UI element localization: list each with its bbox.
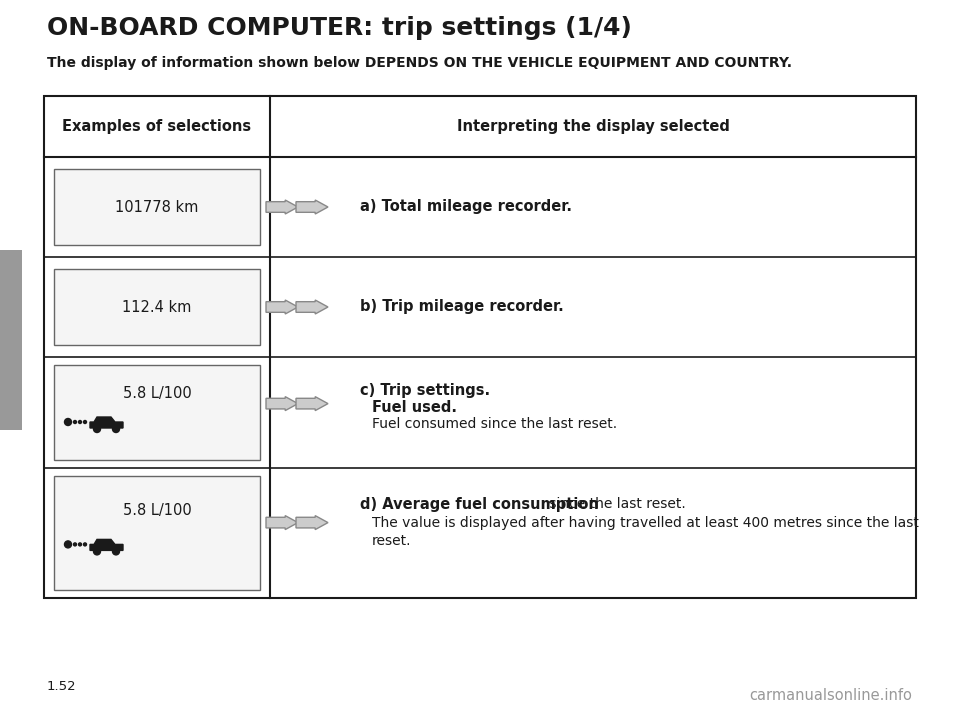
Circle shape (112, 425, 119, 432)
Text: reset.: reset. (372, 535, 412, 548)
Bar (54, 269, 260, 345)
Text: 1.52: 1.52 (47, 679, 77, 692)
Text: The value is displayed after having travelled at least 400 metres since the last: The value is displayed after having trav… (372, 516, 919, 530)
Text: 5.8 L/100: 5.8 L/100 (123, 503, 191, 518)
Text: c) Trip settings.: c) Trip settings. (360, 383, 491, 398)
Bar (54, 365, 260, 460)
Text: ON-BOARD COMPUTER: trip settings (1/4): ON-BOARD COMPUTER: trip settings (1/4) (47, 16, 632, 40)
Text: 112.4 km: 112.4 km (122, 300, 192, 315)
Polygon shape (266, 397, 298, 410)
Circle shape (79, 420, 82, 423)
Text: Interpreting the display selected: Interpreting the display selected (457, 119, 730, 134)
Bar (54, 476, 260, 590)
Text: Fuel consumed since the last reset.: Fuel consumed since the last reset. (372, 417, 617, 431)
Polygon shape (296, 397, 328, 410)
Text: The display of information shown below DEPENDS ON THE VEHICLE EQUIPMENT AND COUN: The display of information shown below D… (47, 56, 792, 70)
Circle shape (64, 418, 71, 425)
Bar (0, 250, 22, 430)
Circle shape (74, 543, 77, 546)
Bar (54, 169, 260, 245)
Circle shape (84, 543, 86, 546)
Text: Fuel used.: Fuel used. (372, 400, 457, 415)
Circle shape (93, 548, 101, 555)
Polygon shape (266, 515, 298, 530)
Circle shape (84, 420, 86, 423)
Polygon shape (90, 417, 123, 428)
Polygon shape (296, 515, 328, 530)
Text: 5.8 L/100: 5.8 L/100 (123, 386, 191, 401)
Circle shape (93, 425, 101, 432)
Text: a) Total mileage recorder.: a) Total mileage recorder. (360, 200, 572, 214)
Text: Examples of selections: Examples of selections (62, 119, 252, 134)
Circle shape (74, 420, 77, 423)
Text: 101778 km: 101778 km (115, 200, 199, 214)
Circle shape (64, 541, 71, 548)
Text: since the last reset.: since the last reset. (545, 498, 685, 511)
Polygon shape (296, 200, 328, 214)
Text: carmanualsonline.info: carmanualsonline.info (749, 687, 912, 702)
Bar (44, 96, 916, 598)
Polygon shape (90, 540, 123, 550)
Circle shape (112, 548, 119, 555)
Text: d) Average fuel consumption: d) Average fuel consumption (360, 497, 599, 512)
Circle shape (79, 543, 82, 546)
Polygon shape (296, 300, 328, 314)
Text: b) Trip mileage recorder.: b) Trip mileage recorder. (360, 300, 564, 315)
Polygon shape (266, 200, 298, 214)
Polygon shape (266, 300, 298, 314)
